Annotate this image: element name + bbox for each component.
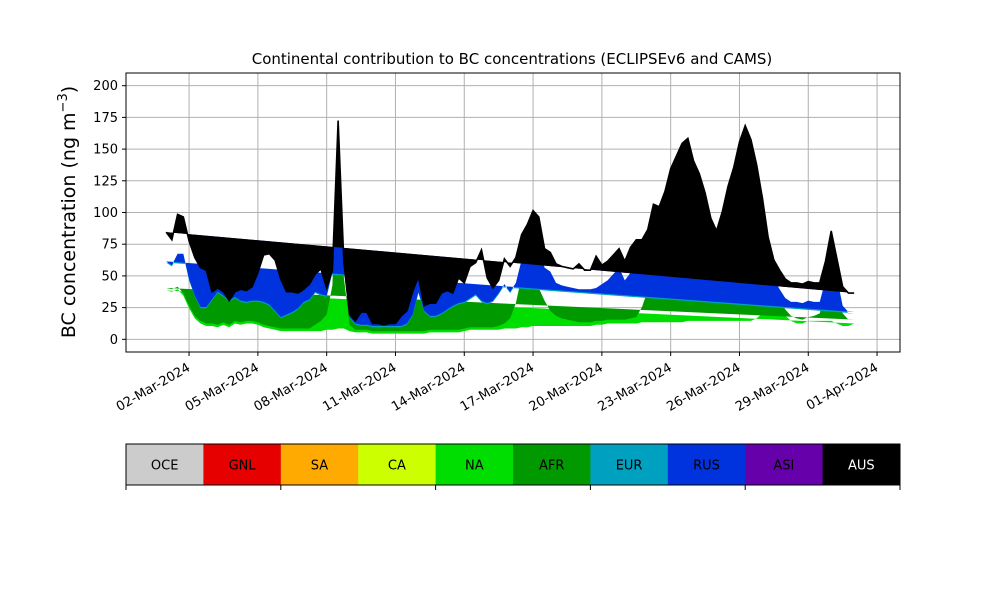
y-axis-label-main: BC concentration (ng m [58,112,80,338]
legend-label: EUR [616,459,643,474]
legend-label: OCE [151,459,179,474]
stacked-areas [166,120,855,334]
legend-swatch-ca [358,444,437,485]
y-tick-label: 0 [110,333,118,348]
x-tick-label: 11-Mar-2024 [320,360,399,414]
legend-swatch-gnl [203,444,282,485]
legend-swatch-eur [590,444,669,485]
x-tick-label: 20-Mar-2024 [527,360,606,414]
x-tick-label: 08-Mar-2024 [252,360,331,414]
legend-label: GNL [229,459,257,474]
x-tick-label: 02-Mar-2024 [114,360,193,414]
y-tick-label: 50 [101,269,118,284]
y-axis-ticks: 0 25 50 75 100 125 150 175 200 [93,79,126,348]
x-tick-label: 05-Mar-2024 [183,360,262,414]
y-tick-label: 25 [101,301,118,316]
x-tick-label: 26-Mar-2024 [664,360,743,414]
legend-swatch-na [435,444,514,485]
legend-label: CA [388,459,406,474]
legend-swatch-asi [745,444,824,485]
legend-label: AFR [539,459,564,474]
x-tick-label: 01-Apr-2024 [804,360,881,413]
legend-label: NA [465,459,484,474]
legend-label: RUS [693,459,720,474]
y-tick-label: 125 [93,174,118,189]
plot-area: 0 25 50 75 100 125 150 175 200 02-Mar-202405-Mar… [93,72,901,415]
y-tick-label: 75 [101,238,118,253]
legend-label: ASI [773,459,794,474]
legend-label: SA [311,459,328,474]
y-tick-label: 175 [93,111,118,126]
y-axis-label-close: ) [58,86,80,93]
area-aus [166,120,855,325]
y-axis-label: BC concentration (ng m−3) [56,86,80,338]
legend-swatch-afr [513,444,591,485]
y-tick-label: 200 [93,79,118,94]
color-legend: OCE GNL SA CA NA AFR EUR RUS ASI AUS [125,443,901,490]
y-tick-label: 150 [93,143,118,158]
legend-swatch-rus [667,444,746,485]
x-axis-ticks: 02-Mar-202405-Mar-202408-Mar-202411-Mar-… [114,352,881,415]
legend-frame [125,443,901,486]
y-axis-label-exponent: −3 [56,93,71,112]
x-tick-label: 23-Mar-2024 [596,360,675,414]
x-tick-label: 14-Mar-2024 [389,360,468,414]
legend-swatch-oce [126,444,204,485]
legend-swatch-sa [280,444,359,485]
x-tick-label: 17-Mar-2024 [458,360,537,414]
chart-title: Continental contribution to BC concentra… [252,50,773,68]
total-line [165,120,855,326]
y-tick-label: 100 [93,206,118,221]
legend-swatch-aus [822,444,901,485]
legend-label: AUS [848,459,875,474]
x-tick-label: 29-Mar-2024 [733,360,812,414]
